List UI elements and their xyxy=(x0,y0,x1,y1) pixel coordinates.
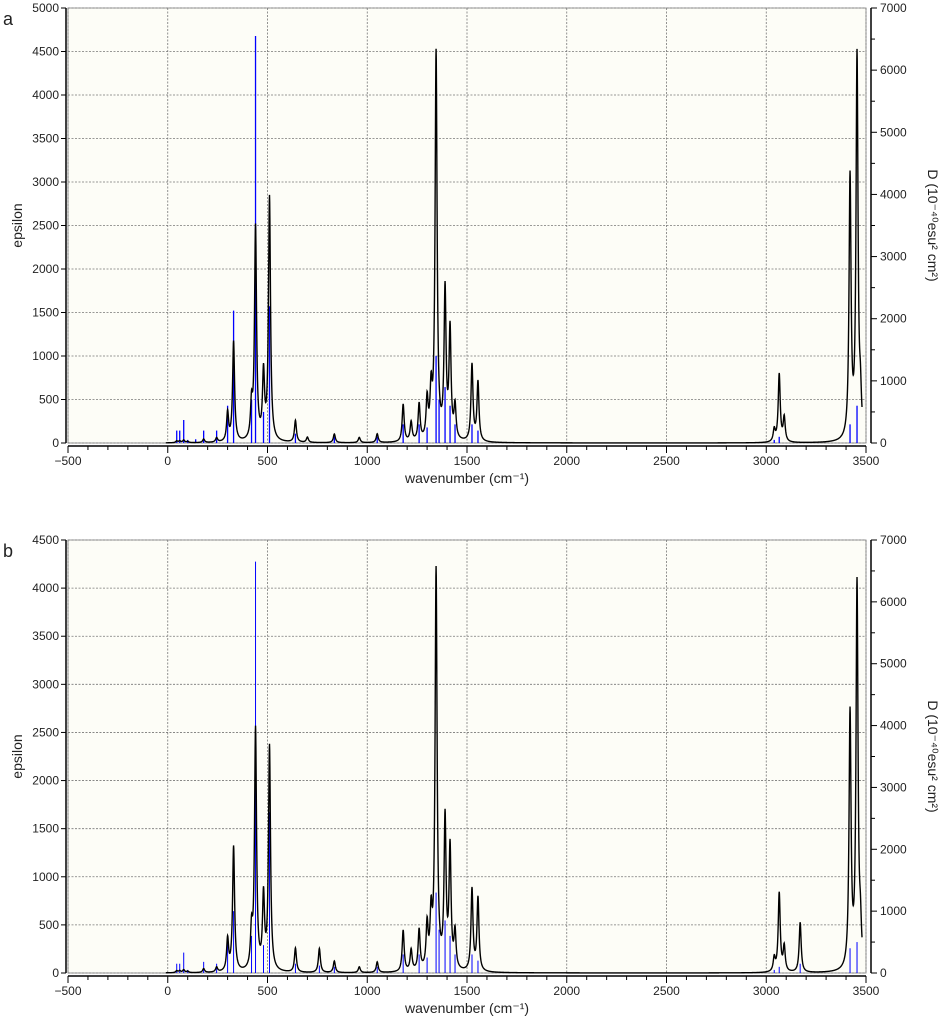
panel-label: a xyxy=(3,9,14,29)
y2-tick-label: 6000 xyxy=(880,63,907,77)
x-tick-label: 2000 xyxy=(553,984,580,998)
x-tick-label: 500 xyxy=(257,454,277,468)
y-tick-label: 4500 xyxy=(32,45,59,59)
x-tick-label: 1500 xyxy=(454,454,481,468)
panel-a: −500 0 500 1000 1500 2000 2500 3000 350005001000… xyxy=(3,1,941,486)
y-tick-label: 0 xyxy=(52,436,59,450)
y-tick-label: 1000 xyxy=(32,349,59,363)
epsilon-curve xyxy=(165,566,863,974)
y-tick-label: 2500 xyxy=(32,725,59,739)
y-tick-label: 2000 xyxy=(32,774,59,788)
x-tick-label: 2000 xyxy=(553,454,580,468)
x-tick-label: 3500 xyxy=(853,984,880,998)
x-tick-label: 3000 xyxy=(753,984,780,998)
x-tick-label: 2500 xyxy=(653,984,680,998)
x-tick-label: −500 xyxy=(54,454,81,468)
y2-tick-label: 4000 xyxy=(880,719,907,733)
y-tick-label: 0 xyxy=(52,966,59,980)
x-axis-label: wavenumber (cm⁻¹) xyxy=(404,470,529,486)
x-tick-label: 1000 xyxy=(354,984,381,998)
y2-tick-label: 6000 xyxy=(880,595,907,609)
x-tick-label: 0 xyxy=(164,984,171,998)
x-axis-label: wavenumber (cm⁻¹) xyxy=(404,1000,529,1016)
panel-label: b xyxy=(3,541,13,561)
y2-tick-label: 7000 xyxy=(880,533,907,547)
y-tick-label: 500 xyxy=(39,393,59,407)
y2-tick-label: 1000 xyxy=(880,904,907,918)
x-tick-label: 500 xyxy=(257,984,277,998)
y-tick-label: 1500 xyxy=(32,306,59,320)
y2-axis-label: D (10⁻⁴⁰esu² cm²) xyxy=(925,169,941,281)
y2-tick-label: 3000 xyxy=(880,780,907,794)
y-tick-label: 1500 xyxy=(32,822,59,836)
y2-tick-label: 5000 xyxy=(880,657,907,671)
y2-tick-label: 4000 xyxy=(880,187,907,201)
x-tick-label: 2500 xyxy=(653,454,680,468)
y-tick-label: 2000 xyxy=(32,262,59,276)
y-tick-label: 4000 xyxy=(32,581,59,595)
y2-tick-label: 5000 xyxy=(880,125,907,139)
y-tick-label: 500 xyxy=(39,918,59,932)
y-tick-label: 3000 xyxy=(32,677,59,691)
x-tick-label: 1000 xyxy=(354,454,381,468)
epsilon-curve xyxy=(165,48,863,444)
y2-tick-label: 3000 xyxy=(880,250,907,264)
x-tick-label: −500 xyxy=(54,984,81,998)
y2-tick-label: 0 xyxy=(880,966,887,980)
y-tick-label: 1000 xyxy=(32,870,59,884)
y2-tick-label: 1000 xyxy=(880,374,907,388)
y-tick-label: 3500 xyxy=(32,629,59,643)
x-tick-label: 1500 xyxy=(454,984,481,998)
y-tick-label: 4500 xyxy=(32,533,59,547)
y-tick-label: 2500 xyxy=(32,219,59,233)
x-tick-label: 3500 xyxy=(853,454,880,468)
y2-tick-label: 2000 xyxy=(880,312,907,326)
y-tick-label: 4000 xyxy=(32,88,59,102)
y-tick-label: 5000 xyxy=(32,1,59,15)
panel-b: −500 0 500 1000 1500 2000 2500 3000 350005001000… xyxy=(3,533,941,1016)
x-tick-label: 3000 xyxy=(753,454,780,468)
y2-tick-label: 7000 xyxy=(880,1,907,15)
y-axis-label: epsilon xyxy=(9,203,25,247)
y2-tick-label: 2000 xyxy=(880,842,907,856)
y-tick-label: 3000 xyxy=(32,175,59,189)
y-axis-label: epsilon xyxy=(9,734,25,778)
y2-tick-label: 0 xyxy=(880,436,887,450)
y-tick-label: 3500 xyxy=(32,132,59,146)
x-tick-label: 0 xyxy=(164,454,171,468)
y2-axis-label: D (10⁻⁴⁰esu² cm²) xyxy=(925,700,941,812)
